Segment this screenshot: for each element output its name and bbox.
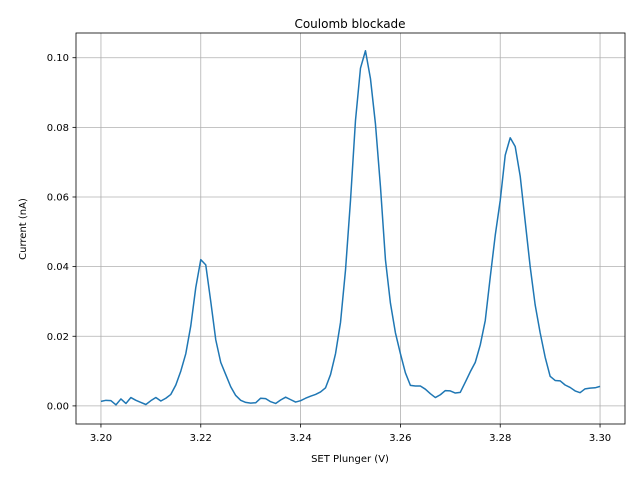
x-tick-label: 3.30 [589,433,611,444]
y-tick-label: 0.02 [47,332,69,343]
x-tick-label: 3.28 [489,433,511,444]
x-axis-label: SET Plunger (V) [311,454,389,465]
x-tick-label: 3.22 [190,433,212,444]
plot-area-frame [75,32,626,425]
y-tick-label: 0.10 [47,53,69,64]
x-tick-label: 3.20 [90,433,112,444]
y-tick-label: 0.04 [47,262,69,273]
x-tick-label: 3.26 [389,433,411,444]
y-tick-label: 0.06 [47,192,69,203]
chart-title: Coulomb blockade [294,17,405,31]
grid [76,33,625,424]
y-tick-label: 0.08 [47,123,69,134]
x-tick-label: 3.24 [289,433,311,444]
series-line [100,50,601,406]
y-tick-label: 0.00 [47,401,69,412]
ticks: 3.20 3.22 3.24 3.26 3.28 3.30 0.00 0.02 0.04 0.06… [47,53,611,444]
y-axis-label: Current (nA) [18,198,29,260]
